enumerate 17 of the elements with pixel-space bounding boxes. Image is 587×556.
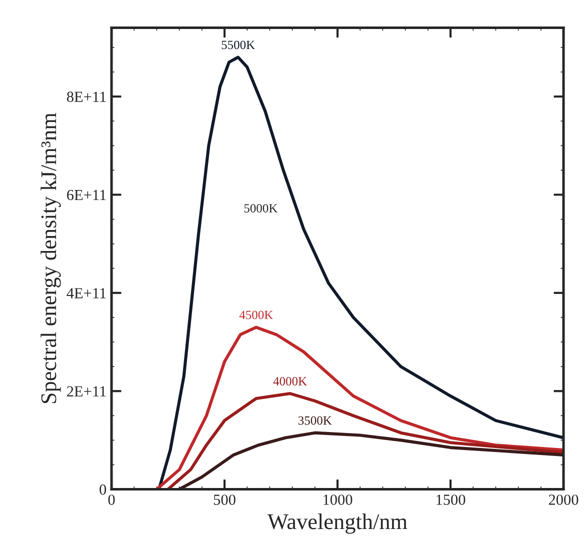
y-tick-label: 2E+11: [67, 386, 106, 396]
series-label: 4000K: [273, 377, 307, 386]
x-axis-title: Wavelength/nm: [267, 514, 408, 534]
y-tick-label: 4E+11: [66, 288, 106, 298]
x-tick-label: 0: [108, 494, 115, 505]
x-tick-label: 500: [214, 494, 236, 505]
series-label: 5500K: [222, 40, 255, 50]
y-tick-label: 6E+11: [67, 190, 106, 200]
y-tick-label: 8E+11: [66, 92, 106, 102]
annotation: 5000K: [244, 204, 278, 213]
series-label: 4500K: [239, 310, 274, 320]
x-tick-label: 1000: [324, 494, 352, 505]
y-axis-title: Spectral energy density kJ/m³nm: [40, 112, 61, 404]
x-tick-label: 2000: [548, 494, 578, 505]
series-label: 3500K: [298, 416, 332, 425]
x-tick-label: 1500: [436, 494, 466, 505]
y-tick-label: 0: [100, 484, 106, 495]
